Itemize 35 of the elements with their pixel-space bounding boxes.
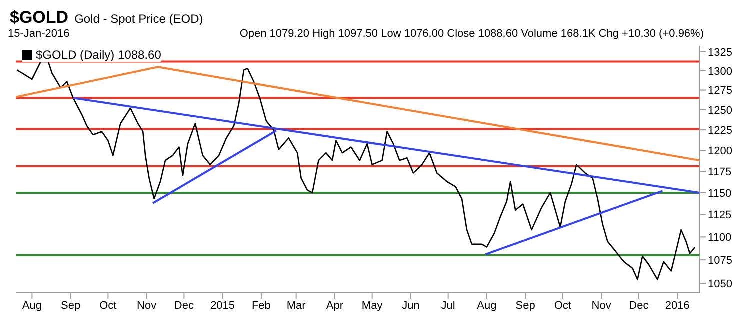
x-tick-label: Oct [554,300,572,312]
x-tick-label: Aug [477,300,497,312]
text: 15-Jan-2016 [8,28,70,42]
chart-title: $GOLD [10,8,69,28]
y-tick-label: 1050 [708,278,732,290]
y-tick-label: 1150 [708,188,732,200]
y-tick-label: 1200 [708,146,732,158]
y-tick-label: 1125 [708,210,732,222]
y-tick-label: 1300 [708,66,732,78]
y-tick-label: 1250 [708,104,732,117]
x-tick-label: Nov [137,300,158,312]
x-tick-label: 2015 [210,300,236,312]
x-tick-label: Feb [252,300,271,312]
y-tick-label: 1225 [708,124,732,137]
x-tick-label: May [362,300,384,312]
y-tick-label: 1175 [708,166,732,178]
x-tick-label: Jul [441,300,456,312]
x-tick-label: Aug [22,300,42,312]
y-tick-label: 1100 [708,232,732,244]
x-tick-label: Oct [100,300,117,312]
x-tick-label: 2016 [665,300,690,312]
y-tick-label: 1275 [708,85,732,98]
y-tick-label: 1075 [708,254,732,267]
legend-label: $GOLD (Daily) 1088.60 [36,48,162,62]
x-tick-label: Mar [286,300,306,312]
chart-subtitle: Gold - Spot Price (EOD) [74,12,204,26]
y-tick-label: 1325 [708,46,732,59]
text: Open 1079.20 High 1097.50 Low 1076.00 Close 1088.60 Volume 168.1K Chg +10.30 (+0.96%) [240,28,704,42]
x-tick-label: Apr [326,300,344,312]
x-tick-label: Nov [592,300,612,312]
x-tick-label: Dec [174,300,194,312]
x-tick-label: Jun [402,300,420,312]
x-tick-label: Dec [629,300,650,312]
x-tick-label: Sep [61,300,81,312]
x-tick-label: Sep [516,300,536,312]
